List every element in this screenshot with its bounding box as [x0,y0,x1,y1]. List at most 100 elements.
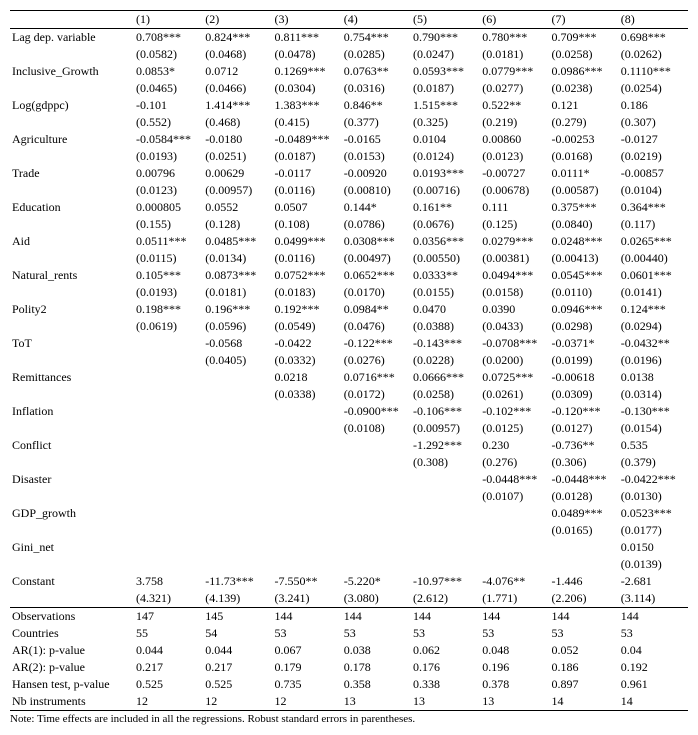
coef-cell: 0.1269*** [273,63,342,80]
stat-cell: 53 [411,625,480,642]
var-se-label [10,386,134,403]
stat-cell: 0.525 [203,676,272,693]
se-cell: (0.0193) [134,148,203,165]
coef-cell: 0.780*** [480,29,549,47]
coef-cell: 0.196*** [203,301,272,318]
col-header: (6) [480,11,549,29]
coef-cell [134,369,203,386]
coef-cell: 0.0763** [342,63,411,80]
stat-cell: 55 [134,625,203,642]
se-cell [480,522,549,539]
stat-cell: 0.735 [273,676,342,693]
var-se-label [10,284,134,301]
coef-cell [480,539,549,556]
se-cell [134,352,203,369]
var-label: Disaster [10,471,134,488]
stat-cell: 0.178 [342,659,411,676]
se-cell: (0.0158) [480,284,549,301]
se-cell: (0.0228) [411,352,480,369]
stat-label: AR(2): p-value [10,659,134,676]
stat-cell: 0.179 [273,659,342,676]
coef-cell: 0.0193*** [411,165,480,182]
stat-cell: 13 [342,693,411,711]
se-cell: (0.0314) [619,386,688,403]
se-cell: (0.125) [480,216,549,233]
se-cell: (0.0199) [550,352,619,369]
coef-cell: 0.0853* [134,63,203,80]
stat-cell: 144 [273,608,342,626]
stat-cell: 0.044 [134,642,203,659]
se-cell: (0.0338) [273,386,342,403]
coef-cell [273,505,342,522]
coef-cell: -0.0708*** [480,335,549,352]
var-label: Polity2 [10,301,134,318]
coef-cell: 0.00629 [203,165,272,182]
col-header: (7) [550,11,619,29]
var-se-label [10,454,134,471]
se-cell [342,488,411,505]
se-cell: (0.306) [550,454,619,471]
se-cell: (0.00497) [342,250,411,267]
col-header: (1) [134,11,203,29]
coef-cell: 0.790*** [411,29,480,47]
var-label: Constant [10,573,134,590]
coef-cell: 0.0356*** [411,233,480,250]
coef-cell: 0.0104 [411,131,480,148]
coef-cell: 0.121 [550,97,619,114]
se-cell: (0.128) [203,216,272,233]
se-cell [411,522,480,539]
se-cell [203,522,272,539]
se-cell: (0.0676) [411,216,480,233]
stat-cell: 144 [411,608,480,626]
coef-cell [134,335,203,352]
se-cell: (0.279) [550,114,619,131]
col-header-label [10,11,134,29]
coef-cell: -10.97*** [411,573,480,590]
se-cell: (0.325) [411,114,480,131]
se-cell: (0.0476) [342,318,411,335]
se-cell: (0.0549) [273,318,342,335]
coef-cell: 0.00860 [480,131,549,148]
coef-cell: -4.076** [480,573,549,590]
se-cell: (0.0304) [273,80,342,97]
var-se-label [10,352,134,369]
coef-cell: -5.220* [342,573,411,590]
se-cell [203,386,272,403]
se-cell: (0.0108) [342,420,411,437]
coef-cell [273,437,342,454]
coef-cell [134,437,203,454]
se-cell: (0.0840) [550,216,619,233]
stat-cell: 144 [480,608,549,626]
stat-cell: 0.052 [550,642,619,659]
coef-cell: -0.0432** [619,335,688,352]
se-cell: (0.0276) [342,352,411,369]
se-cell: (0.0153) [342,148,411,165]
coef-cell: 0.0470 [411,301,480,318]
coef-cell: 0.192*** [273,301,342,318]
se-cell: (0.0187) [273,148,342,165]
se-cell [342,522,411,539]
coef-cell: -1.292*** [411,437,480,454]
coef-cell: 0.0279*** [480,233,549,250]
coef-cell: 0.824*** [203,29,272,47]
se-cell: (0.0130) [619,488,688,505]
coef-cell: -0.0489*** [273,131,342,148]
stat-cell: 53 [480,625,549,642]
se-cell [273,488,342,505]
coef-cell: 0.698*** [619,29,688,47]
se-cell: (0.0104) [619,182,688,199]
stat-cell: 12 [203,693,272,711]
coef-cell: 0.00796 [134,165,203,182]
coef-cell [411,471,480,488]
stat-label: Countries [10,625,134,642]
se-cell: (0.00413) [550,250,619,267]
se-cell [273,454,342,471]
se-cell: (0.0238) [550,80,619,97]
se-cell: (0.0181) [480,46,549,63]
coef-cell [342,505,411,522]
coef-cell: 0.000805 [134,199,203,216]
coef-cell: 0.846** [342,97,411,114]
stat-cell: 0.186 [550,659,619,676]
se-cell: (0.0298) [550,318,619,335]
coef-cell: 0.0716*** [342,369,411,386]
